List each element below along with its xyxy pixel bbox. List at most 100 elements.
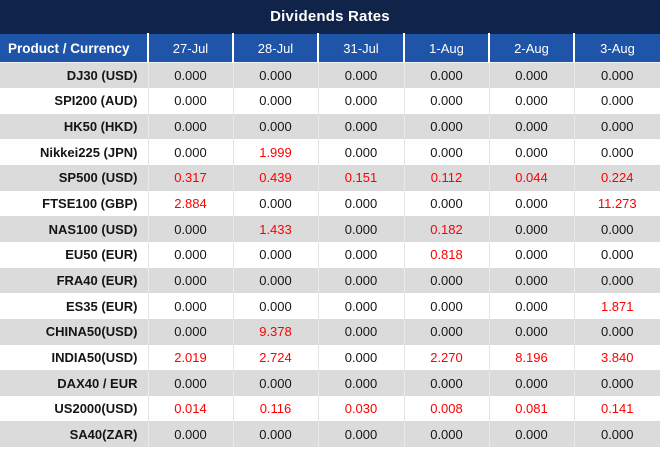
- product-cell: NAS100 (USD): [48, 221, 138, 237]
- table-row: CHINA50(USD) 0.000 9.378 0.000 0.000 0.000 0.0…: [0, 318, 660, 345]
- date-header: 31-Jul: [317, 33, 404, 63]
- value-cell: 2.019: [147, 344, 233, 371]
- value-cell: 2.884: [147, 190, 233, 217]
- page-title: Dividends Rates: [270, 8, 390, 25]
- value-cell: 0.000: [488, 190, 574, 217]
- value-cell: 0.000: [317, 293, 404, 319]
- value-cell: 0.000: [317, 139, 404, 166]
- value-cell: 0.000: [317, 370, 404, 396]
- product-cell: FRA40 (EUR): [56, 272, 138, 288]
- value-cell: 0.000: [488, 113, 574, 140]
- table-row: FTSE100 (GBP) 2.884 0.000 0.000 0.000 0.000 11…: [0, 190, 660, 217]
- date-header: 1-Aug: [403, 33, 489, 63]
- value-cell: 0.008: [403, 395, 489, 422]
- value-cell: 0.000: [403, 421, 489, 448]
- product-cell: INDIA50(USD): [51, 349, 138, 365]
- table-row: EU50 (EUR) 0.000 0.000 0.000 0.818 0.000 0.000: [0, 241, 660, 268]
- value-cell: 0.000: [317, 421, 404, 448]
- value-cell: 0.000: [147, 113, 233, 140]
- value-cell: 0.000: [147, 318, 233, 345]
- value-cell: 0.000: [488, 62, 574, 89]
- value-cell: 0.224: [573, 165, 660, 191]
- product-cell: SP500 (USD): [58, 170, 138, 186]
- value-cell: 0.000: [317, 113, 404, 140]
- value-cell: 0.000: [488, 421, 574, 448]
- table-row: SPI200 (AUD) 0.000 0.000 0.000 0.000 0.000 0.0…: [0, 88, 660, 114]
- value-cell: 0.000: [232, 370, 318, 396]
- value-cell: 0.000: [488, 267, 574, 294]
- value-cell: 1.433: [232, 216, 318, 242]
- value-cell: 0.000: [573, 267, 660, 294]
- value-cell: 11.273: [573, 190, 660, 217]
- value-cell: 0.141: [573, 395, 660, 422]
- value-cell: 0.182: [403, 216, 489, 242]
- value-cell: 0.000: [573, 216, 660, 242]
- value-cell: 3.840: [573, 344, 660, 371]
- date-header: 27-Jul: [147, 33, 233, 63]
- product-cell: EU50 (EUR): [65, 247, 138, 263]
- product-cell: HK50 (HKD): [63, 119, 138, 135]
- table-row: INDIA50(USD) 2.019 2.724 0.000 2.270 8.196 3.8…: [0, 344, 660, 371]
- table-row: Nikkei225 (JPN) 0.000 1.999 0.000 0.000 0.000…: [0, 139, 660, 166]
- value-cell: 0.000: [232, 190, 318, 217]
- value-cell: 0.000: [147, 421, 233, 448]
- value-cell: 0.000: [403, 318, 489, 345]
- product-cell: FTSE100 (GBP): [42, 196, 138, 212]
- value-cell: 0.317: [147, 165, 233, 191]
- value-cell: 9.378: [232, 318, 318, 345]
- table-row: US2000(USD) 0.014 0.116 0.030 0.008 0.081 0.14…: [0, 395, 660, 422]
- value-cell: 0.000: [403, 293, 489, 319]
- title-bar: Dividends Rates: [0, 0, 660, 33]
- value-cell: 0.000: [403, 113, 489, 140]
- value-cell: 0.000: [403, 190, 489, 217]
- value-cell: 0.818: [403, 241, 489, 268]
- product-cell: SPI200 (AUD): [54, 93, 138, 109]
- value-cell: 0.000: [317, 267, 404, 294]
- product-cell: ES35 (EUR): [65, 298, 138, 314]
- value-cell: 0.014: [147, 395, 233, 422]
- date-header: 28-Jul: [232, 33, 318, 63]
- date-header: 2-Aug: [488, 33, 574, 63]
- value-cell: 0.000: [488, 216, 574, 242]
- value-cell: 0.000: [317, 241, 404, 268]
- value-cell: 0.000: [317, 62, 404, 89]
- product-cell: Nikkei225 (JPN): [39, 144, 138, 160]
- value-cell: 0.000: [573, 318, 660, 345]
- value-cell: 0.000: [488, 370, 574, 396]
- value-cell: 2.270: [403, 344, 489, 371]
- value-cell: 0.030: [317, 395, 404, 422]
- value-cell: 0.000: [573, 62, 660, 89]
- value-cell: 0.000: [147, 216, 233, 242]
- table-row: DJ30 (USD) 0.000 0.000 0.000 0.000 0.000 0.000: [0, 62, 660, 89]
- value-cell: 8.196: [488, 344, 574, 371]
- value-cell: 0.000: [147, 293, 233, 319]
- product-currency-header: Product / Currency: [0, 33, 148, 63]
- value-cell: 0.081: [488, 395, 574, 422]
- value-cell: 0.000: [232, 62, 318, 89]
- value-cell: 0.000: [147, 370, 233, 396]
- value-cell: 0.000: [232, 293, 318, 319]
- value-cell: 0.000: [488, 318, 574, 345]
- value-cell: 0.000: [488, 241, 574, 268]
- value-cell: 0.000: [232, 267, 318, 294]
- product-cell: DAX40 / EUR: [57, 375, 138, 391]
- date-header: 3-Aug: [573, 33, 660, 63]
- value-cell: 1.999: [232, 139, 318, 166]
- table-body: DJ30 (USD) 0.000 0.000 0.000 0.000 0.000 0.000…: [0, 62, 660, 448]
- value-cell: 0.000: [147, 62, 233, 89]
- value-cell: 0.000: [232, 241, 318, 268]
- value-cell: 0.000: [573, 421, 660, 448]
- table-row: NAS100 (USD) 0.000 1.433 0.000 0.182 0.000 0.0…: [0, 216, 660, 242]
- value-cell: 0.000: [317, 88, 404, 114]
- value-cell: 0.000: [232, 88, 318, 114]
- table-row: SP500 (USD) 0.317 0.439 0.151 0.112 0.044 0.22…: [0, 165, 660, 191]
- product-cell: DJ30 (USD): [66, 68, 138, 84]
- value-cell: 0.000: [147, 267, 233, 294]
- value-cell: 0.000: [403, 88, 489, 114]
- value-cell: 0.000: [573, 88, 660, 114]
- table-row: FRA40 (EUR) 0.000 0.000 0.000 0.000 0.000 0.00…: [0, 267, 660, 294]
- value-cell: 0.000: [147, 139, 233, 166]
- table-row: ES35 (EUR) 0.000 0.000 0.000 0.000 0.000 1.871: [0, 293, 660, 319]
- value-cell: 0.000: [573, 139, 660, 166]
